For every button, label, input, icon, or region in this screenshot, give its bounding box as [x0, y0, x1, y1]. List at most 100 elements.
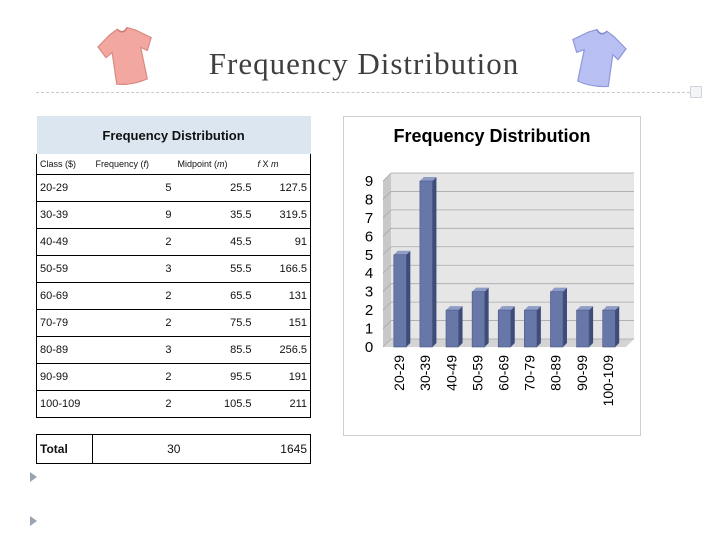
cell-fxm: 211 — [254, 390, 312, 418]
cell-frequency: 2 — [92, 309, 175, 337]
bar-top — [393, 250, 411, 255]
bar-side — [589, 306, 594, 347]
y-tick-label: 2 — [365, 302, 373, 319]
bar-side — [615, 306, 620, 347]
bar-side — [458, 306, 463, 347]
cell-midpoint: 45.5 — [174, 228, 255, 256]
cell-frequency: 2 — [92, 390, 175, 418]
table-title-row: Frequency Distribution — [36, 116, 311, 154]
bar-top — [602, 306, 620, 311]
y-tick-label: 4 — [365, 265, 373, 282]
bar-chart: Frequency Distribution 0 1 2 3 4 5 6 7 8 9 20-29 30-… — [343, 116, 641, 436]
cell-frequency: 3 — [92, 336, 175, 364]
pink-tshirt-icon — [97, 26, 152, 86]
bar — [497, 309, 512, 348]
x-tick-label: 50-59 — [469, 355, 485, 391]
bar-side — [536, 306, 541, 347]
bar-side — [562, 287, 567, 347]
cell-class: 30-39 — [36, 201, 93, 229]
bar-chart-svg: Frequency Distribution 01 23 45 67 89 20-29 30-… — [365, 126, 634, 406]
cell-frequency: 2 — [92, 282, 175, 310]
header-midpoint: Midpoint (m) — [174, 154, 255, 175]
y-tick-label: 9 — [365, 173, 373, 190]
cell-frequency: 5 — [92, 174, 175, 202]
cell-midpoint: 35.5 — [174, 201, 255, 229]
total-row: Total 30 1645 — [36, 434, 311, 464]
cell-midpoint: 75.5 — [174, 309, 255, 337]
cell-fxm: 151 — [254, 309, 312, 337]
y-tick-label: 8 — [365, 191, 373, 208]
cell-midpoint: 55.5 — [174, 255, 255, 283]
y-tick-label: 1 — [365, 321, 373, 338]
cell-class: 60-69 — [36, 282, 93, 310]
cell-frequency: 2 — [92, 363, 175, 391]
table-row: 90-99 2 95.5 191 — [36, 363, 312, 391]
bar-top — [419, 177, 437, 181]
cell-midpoint: 65.5 — [174, 282, 255, 310]
gridline-side — [382, 338, 392, 348]
frequency-table: Frequency Distribution Class ($) Frequen… — [36, 116, 312, 418]
bullet-marker — [30, 516, 37, 526]
x-tick-label: 90-99 — [574, 355, 590, 391]
table-row: 40-49 2 45.5 91 — [36, 228, 312, 256]
bar — [524, 309, 538, 348]
title-divider-endcap — [690, 86, 702, 98]
cell-midpoint: 105.5 — [174, 390, 255, 418]
cell-class: 100-109 — [36, 390, 93, 418]
gridline-side — [382, 320, 392, 329]
bar-side — [484, 287, 489, 347]
y-tick-label: 0 — [365, 339, 373, 356]
total-frequency: 30 — [92, 434, 255, 464]
cell-midpoint: 25.5 — [174, 174, 255, 202]
table-row: 70-79 2 75.5 151 — [36, 309, 312, 337]
bar — [471, 291, 485, 348]
bar-side — [432, 177, 437, 347]
cell-fxm: 319.5 — [254, 201, 312, 229]
cell-fxm: 91 — [254, 228, 312, 256]
cell-fxm: 127.5 — [254, 174, 312, 202]
x-tick-label: 40-49 — [443, 355, 459, 391]
title-divider — [36, 92, 690, 93]
table-row: 80-89 3 85.5 256.5 — [36, 336, 312, 364]
gridline-side — [382, 283, 392, 292]
cell-class: 20-29 — [36, 174, 93, 202]
table-title: Frequency Distribution — [36, 116, 311, 154]
bar-top — [524, 306, 541, 311]
bar-top — [472, 287, 489, 292]
cell-class: 90-99 — [36, 363, 93, 391]
table-header-row: Class ($) Frequency (f) Midpoint (m) f X… — [36, 154, 312, 175]
gridline-side — [382, 172, 392, 182]
x-tick-label: 80-89 — [548, 355, 564, 391]
bar-top — [446, 306, 463, 311]
gridline-side — [382, 191, 392, 200]
x-tick-label: 60-69 — [496, 355, 512, 391]
total-table: Total 30 1645 — [36, 434, 311, 464]
bar — [602, 309, 616, 348]
y-tick-label: 7 — [365, 210, 373, 227]
y-tick-label: 3 — [365, 284, 373, 301]
cell-class: 50-59 — [36, 255, 93, 283]
chart-title: Frequency Distribution — [393, 126, 590, 146]
x-tick-label: 20-29 — [391, 355, 407, 391]
header-frequency: Frequency (f) — [92, 154, 175, 175]
bar — [576, 309, 590, 348]
cell-class: 40-49 — [36, 228, 93, 256]
cell-fxm: 131 — [254, 282, 312, 310]
cell-fxm: 256.5 — [254, 336, 312, 364]
x-tick-label: 70-79 — [522, 355, 538, 391]
plot-side-wall — [383, 173, 391, 347]
bar — [550, 291, 564, 348]
cell-fxm: 191 — [254, 363, 312, 391]
slide-title: Frequency Distribution — [208, 46, 520, 81]
cell-midpoint: 85.5 — [174, 336, 255, 364]
table-row: 100-109 2 105.5 211 — [36, 390, 312, 418]
total-fxm: 1645 — [254, 434, 311, 464]
gridline-side — [382, 209, 392, 219]
y-tick-label: 6 — [365, 228, 373, 245]
bar-side — [510, 306, 515, 347]
gridline-side — [382, 246, 392, 256]
cell-frequency: 2 — [92, 228, 175, 256]
cell-class: 80-89 — [36, 336, 93, 364]
gridline-side — [382, 228, 392, 237]
bar-top — [576, 306, 594, 311]
